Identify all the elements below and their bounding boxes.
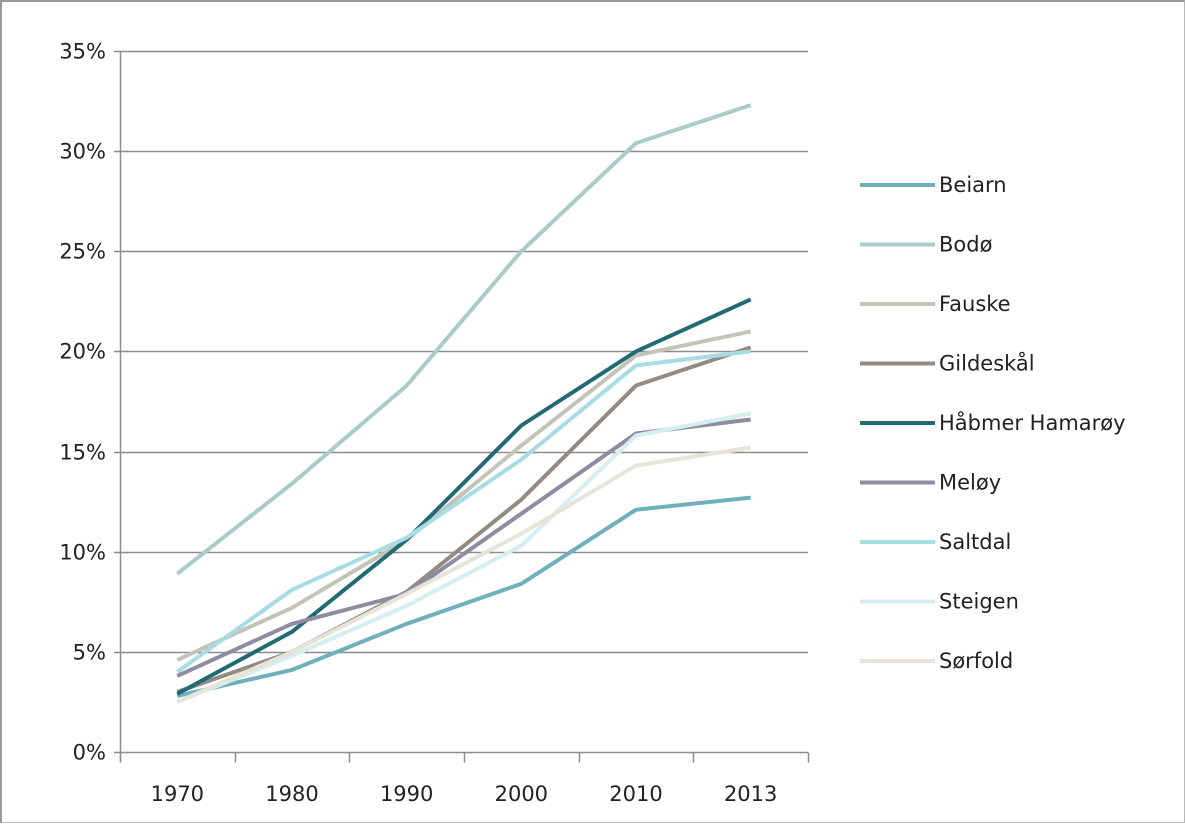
series-line (176, 445, 752, 704)
y-tick-label: 0% (73, 741, 106, 765)
y-tick-label: 15% (59, 441, 106, 465)
legend: Beiarn Bodø Fauske Gildeskål Håbmer Hamarøy M… (860, 173, 1126, 673)
legend-item: Fauske (860, 292, 1011, 316)
series-line (176, 329, 752, 662)
y-tick-label: 25% (59, 240, 106, 264)
gridlines (120, 50, 808, 654)
x-tick-label: 2000 (495, 782, 548, 806)
series-line (176, 345, 752, 694)
legend-label: Beiarn (939, 173, 1007, 197)
legend-label: Håbmer Hamarøy (939, 410, 1126, 435)
y-tick-label: 35% (59, 40, 106, 64)
legend-item: Steigen (860, 590, 1019, 614)
legend-item: Saltdal (860, 530, 1011, 554)
legend-item: Beiarn (860, 173, 1007, 197)
legend-item: Bodø (860, 233, 993, 257)
x-tick-label: 2013 (724, 782, 777, 806)
legend-item: Håbmer Hamarøy (860, 410, 1126, 435)
legend-label: Sørfold (939, 649, 1013, 673)
legend-label: Gildeskål (939, 351, 1035, 376)
legend-label: Fauske (939, 292, 1011, 316)
y-tick-label: 5% (73, 641, 106, 665)
series-line (176, 495, 751, 698)
series-lines (176, 103, 752, 704)
y-tick-label: 10% (59, 541, 106, 565)
y-tick-label: 30% (59, 140, 106, 164)
series-line (176, 297, 752, 696)
legend-label: Saltdal (939, 530, 1011, 554)
legend-label: Bodø (939, 233, 993, 257)
series-line (176, 103, 752, 576)
legend-item: Meløy (860, 471, 1001, 495)
x-tick-label: 2010 (609, 782, 662, 806)
axes: 0% 5% 10% 15% 20% 25% 30% 35% 1970 1980 1990 2000 20… (59, 40, 810, 806)
x-tick-label: 1990 (380, 782, 433, 806)
y-tick-label: 20% (59, 340, 106, 364)
series-line (176, 411, 752, 704)
series-line (176, 349, 751, 674)
legend-item: Gildeskål (860, 351, 1035, 376)
x-tick-label: 1970 (151, 782, 204, 806)
x-tick-label: 1980 (265, 782, 318, 806)
legend-item: Sørfold (860, 649, 1013, 673)
legend-label: Steigen (939, 590, 1019, 614)
legend-label: Meløy (939, 471, 1001, 495)
